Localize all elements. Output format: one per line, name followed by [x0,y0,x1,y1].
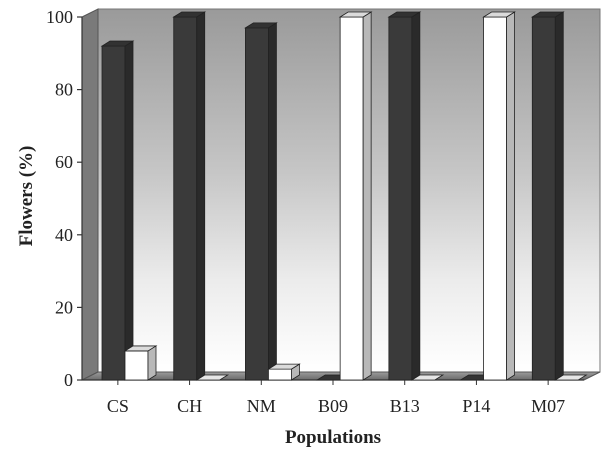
bar [244,22,278,381]
y-axis-title: Flowers (%) [16,146,37,247]
x-tick-label: NM [247,396,276,416]
bar [195,374,230,381]
bar [123,345,158,381]
bar [482,11,516,381]
bar [410,374,445,381]
bars [100,11,588,381]
x-axis-title: Populations [285,427,381,448]
plot-side-wall [81,8,99,381]
x-axis-ticks: CS CH NM B09 B13 P14 M07 [107,380,565,416]
x-tick-label: B13 [390,396,420,416]
x-tick-label: M07 [531,396,565,416]
y-tick-label: 80 [55,80,73,100]
bar [267,363,301,381]
y-tick-label: 20 [55,297,73,317]
y-axis-ticks: 0 20 40 60 80 100 [46,7,82,390]
bar [387,11,422,381]
x-tick-label: P14 [462,396,490,416]
bar [553,374,588,381]
y-tick-label: 60 [55,152,73,172]
x-tick-label: CH [177,396,202,416]
y-tick-label: 0 [64,370,73,390]
x-tick-label: CS [107,396,129,416]
bar [338,11,373,381]
bar [100,40,135,381]
y-tick-label: 40 [55,225,73,245]
bar [172,11,207,381]
bar [530,11,565,381]
x-tick-label: B09 [318,396,348,416]
y-tick-label: 100 [46,7,73,27]
